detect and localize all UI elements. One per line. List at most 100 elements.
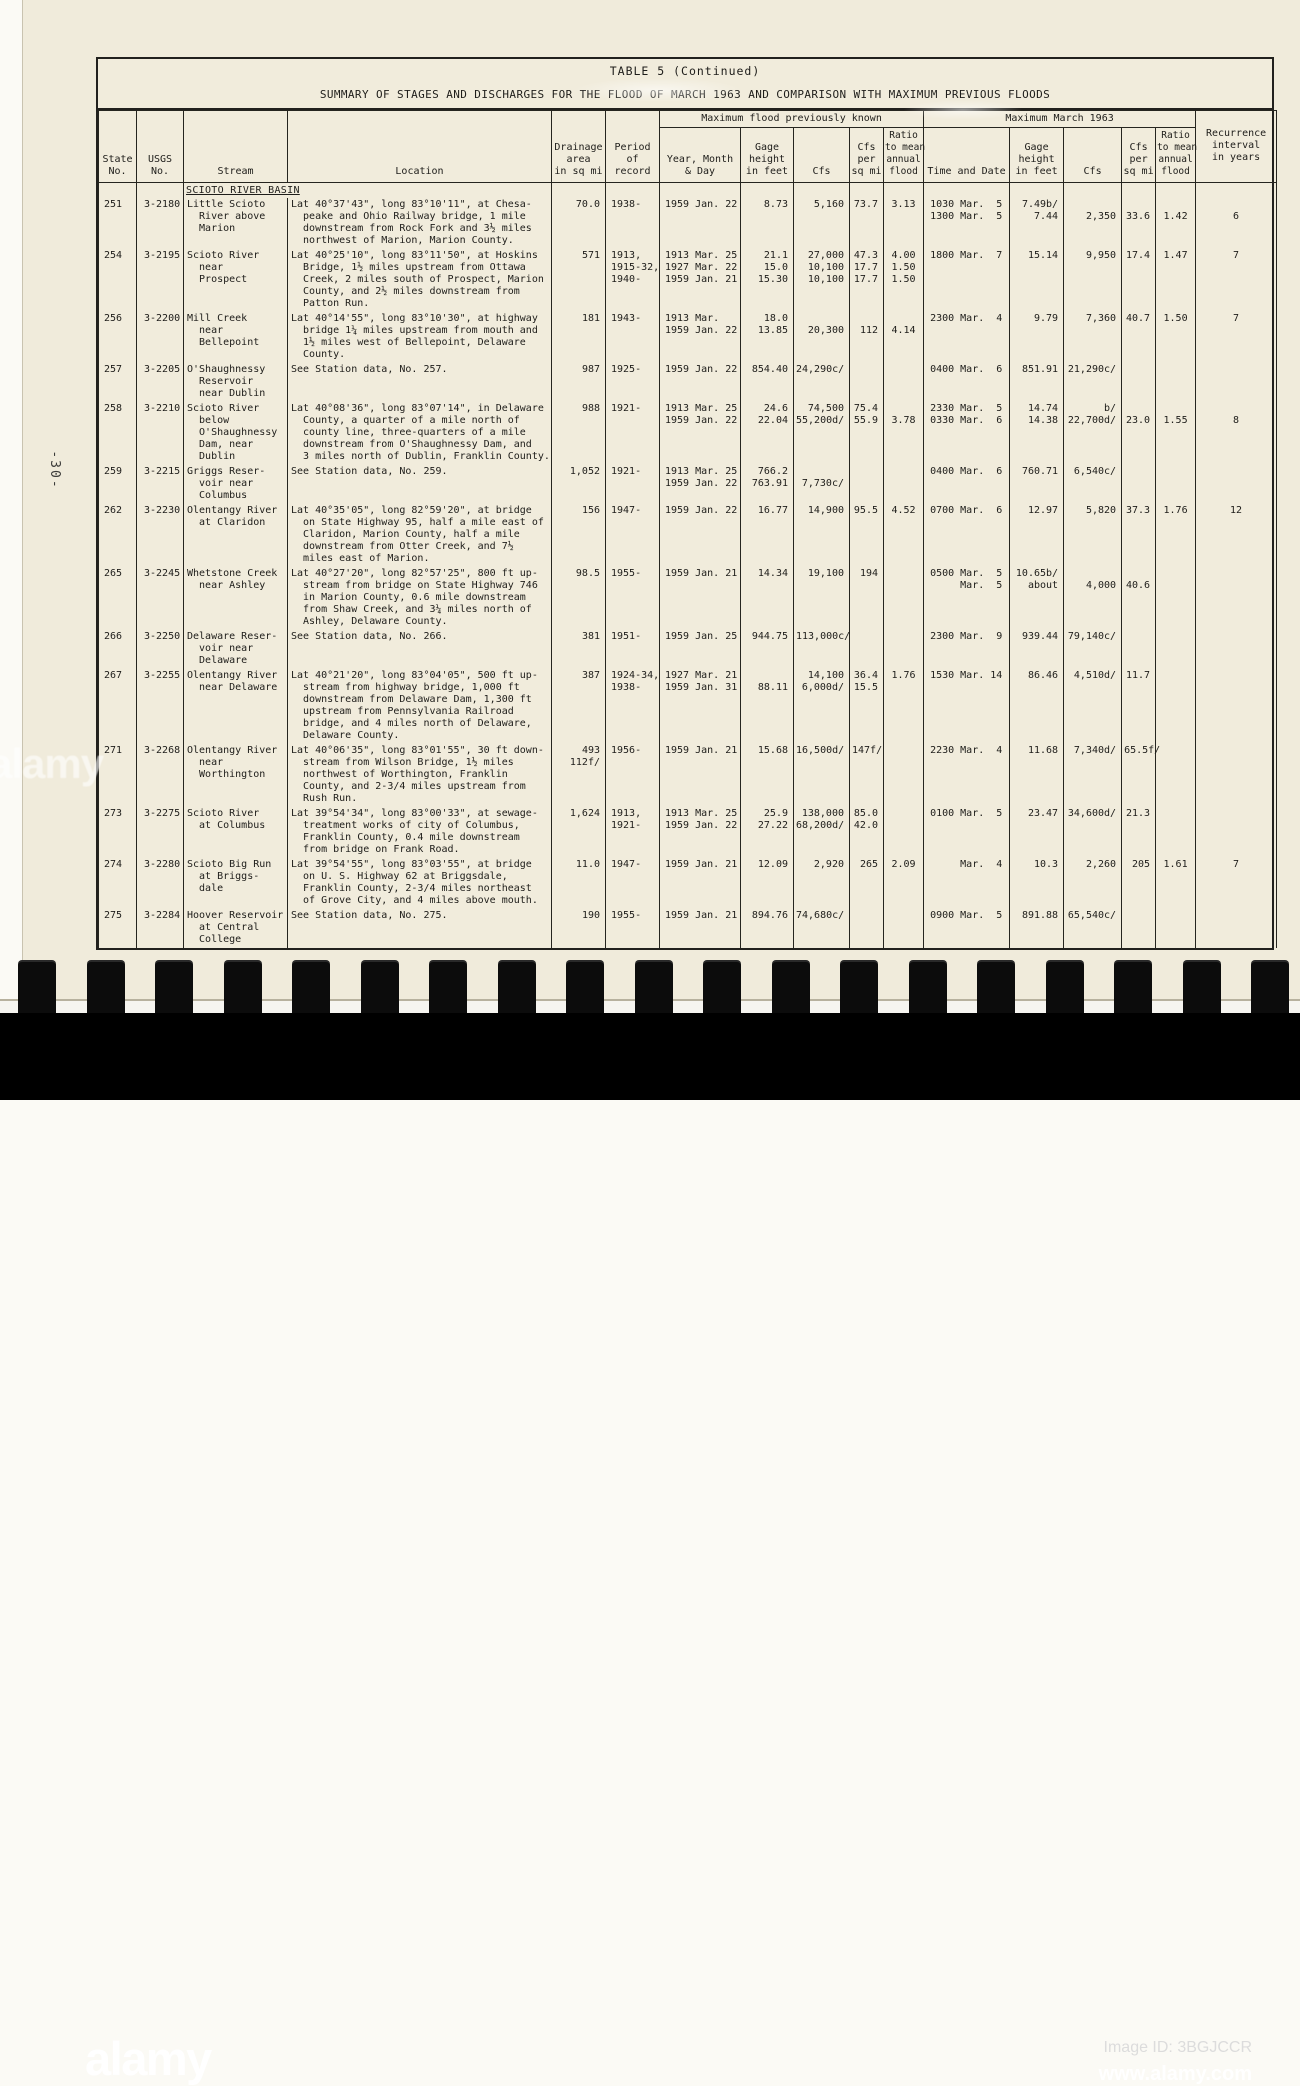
drainage-area-cell: 381 (551, 630, 606, 669)
col-header-prev-cfs: Cfs (793, 127, 850, 183)
basin-label: SCIOTO RIVER BASIN (186, 185, 300, 196)
table-frame: TABLE 5 (Continued) SUMMARY OF STAGES AN… (96, 57, 1278, 950)
table-title-block: TABLE 5 (Continued) SUMMARY OF STAGES AN… (98, 59, 1272, 110)
alamy-logo: alamy (85, 2032, 212, 2085)
location-cell: See Station data, No. 259. (287, 465, 552, 504)
table-title: TABLE 5 (Continued) (609, 64, 761, 78)
stream-cell: Scioto River near Prospect (183, 249, 288, 312)
prev-gage-height-cell: 24.6 22.04 (740, 402, 794, 465)
empty-cell (136, 182, 184, 198)
mar63-time-date-cell: 0100 Mar. 5 (923, 807, 1011, 858)
location-cell: Lat 40°08'36", long 83°07'14", in Delawa… (287, 402, 552, 465)
prev-cfs-cell: 24,290c/ (793, 363, 850, 402)
col-header-period: Period of record (605, 110, 660, 183)
group-header-previous-flood: Maximum flood previously known (658, 110, 925, 128)
binding-tooth (977, 960, 1015, 1014)
location-cell: Lat 40°21'20", long 83°04'05", 500 ft up… (287, 669, 552, 744)
stream-cell: Little Scioto River above Marion (183, 198, 288, 249)
mar63-gage-height-cell: 23.47 (1009, 807, 1065, 858)
mar63-cfs-per-sqmi-cell: 21.3 (1121, 807, 1157, 858)
prev-cfs-per-sqmi-cell: 73.7 (849, 198, 884, 249)
state-no-cell: 258 (98, 402, 137, 465)
prev-cfs-cell: 113,000c/ (793, 630, 850, 669)
prev-cfs-cell: 7,730c/ (793, 465, 850, 504)
mar63-time-date-cell: 0400 Mar. 6 (923, 465, 1011, 504)
col-header-prev-cfs-sqmi: Cfs per sq mi (849, 127, 884, 183)
prev-gage-height-cell: 18.0 13.85 (740, 312, 794, 363)
mar63-gage-height-cell: 15.14 (1009, 249, 1065, 312)
prev-cfs-cell: 5,160 (793, 198, 850, 249)
drainage-area-cell: 181 (551, 312, 606, 363)
mar63-gage-height-cell: 10.65b/ about (1009, 567, 1065, 630)
mar63-cfs-per-sqmi-cell: 33.6 (1121, 198, 1157, 249)
binding-tooth (155, 960, 193, 1014)
state-no-cell: 274 (98, 858, 137, 909)
alamy-url: www.alamy.com (1098, 2063, 1252, 2085)
table-row: 273 3-2275 Scioto River at Columbus Lat … (98, 807, 1278, 858)
col-header-state-no: State No. (98, 110, 137, 183)
prev-ratio-cell (882, 807, 925, 858)
mar63-ratio-cell: 1.47 (1155, 249, 1197, 312)
location-cell: Lat 40°37'43", long 83°10'11", at Chesa-… (287, 198, 552, 249)
state-no-cell: 267 (98, 669, 137, 744)
mar63-time-date-cell: 0500 Mar. 5 Mar. 5 (923, 567, 1011, 630)
usgs-no-cell: 3-2215 (136, 465, 184, 504)
recurrence-interval-cell (1195, 807, 1278, 858)
mar63-time-date-cell: 0700 Mar. 6 (923, 504, 1011, 567)
mar63-time-date-cell: Mar. 4 (923, 858, 1011, 909)
location-cell: Lat 39°54'34", long 83°00'33", at sewage… (287, 807, 552, 858)
mar63-gage-height-cell: 12.97 (1009, 504, 1065, 567)
mar63-gage-height-cell: 939.44 (1009, 630, 1065, 669)
mar63-cfs-per-sqmi-cell (1121, 630, 1157, 669)
usgs-no-cell: 3-2284 (136, 909, 184, 948)
table-row: 259 3-2215 Griggs Reser- voir near Colum… (98, 465, 1278, 504)
empty-cell (551, 182, 606, 198)
mar63-time-date-cell: 2330 Mar. 5 0330 Mar. 6 (923, 402, 1011, 465)
col-header-drainage: Drainage area in sq mi (551, 110, 606, 183)
state-no-cell: 256 (98, 312, 137, 363)
prev-cfs-per-sqmi-cell (849, 465, 884, 504)
period-of-record-cell: 1955- (605, 567, 660, 630)
mar63-cfs-per-sqmi-cell (1121, 909, 1157, 948)
drainage-area-cell: 70.0 (551, 198, 606, 249)
prev-gage-height-cell: 12.09 (740, 858, 794, 909)
location-cell: Lat 40°06'35", long 83°01'55", 30 ft dow… (287, 744, 552, 807)
period-of-record-cell: 1921- (605, 402, 660, 465)
usgs-no-cell: 3-2245 (136, 567, 184, 630)
table-row: 265 3-2245 Whetstone Creek near Ashley L… (98, 567, 1278, 630)
binding-tooth (360, 960, 399, 1014)
drainage-area-cell: 98.5 (551, 567, 606, 630)
location-cell: Lat 40°35'05", long 82°59'20", at bridge… (287, 504, 552, 567)
drainage-area-cell: 1,624 (551, 807, 606, 858)
mar63-ratio-cell: 1.55 (1155, 402, 1197, 465)
mar63-ratio-cell (1155, 669, 1197, 744)
watermark-bar: alamy Image ID: 3BGJCCR www.alamy.com (0, 1013, 1300, 2085)
empty-cell (923, 182, 1011, 198)
mar63-gage-height-cell: 7.49b/ 7.44 (1009, 198, 1065, 249)
period-of-record-cell: 1913, 1921- (605, 807, 660, 858)
binding-tooth (634, 960, 673, 1014)
state-no-cell: 265 (98, 567, 137, 630)
location-cell: See Station data, No. 266. (287, 630, 552, 669)
empty-cell (1009, 182, 1065, 198)
binding-tooth (292, 960, 330, 1014)
prev-gage-height-cell: 15.68 (740, 744, 794, 807)
prev-ratio-cell (882, 630, 925, 669)
prev-flood-date-cell: 1913 Mar. 25 1959 Jan. 22 (659, 465, 741, 504)
mar63-cfs-per-sqmi-cell: 65.5f/ (1121, 744, 1160, 807)
prev-flood-date-cell: 1959 Jan. 21 (659, 744, 741, 807)
period-of-record-cell: 1921- (605, 465, 660, 504)
prev-cfs-per-sqmi-cell: 112 (849, 312, 884, 363)
prev-ratio-cell: 4.14 (882, 312, 925, 363)
table-row: 257 3-2205 O'Shaughnessy Reservoir near … (98, 363, 1278, 402)
mar63-gage-height-cell: 851.91 (1009, 363, 1065, 402)
prev-cfs-per-sqmi-cell (849, 909, 884, 948)
mar63-ratio-cell: 1.61 (1155, 858, 1197, 909)
prev-flood-date-cell: 1959 Jan. 25 (659, 630, 741, 669)
drainage-area-cell: 1,052 (551, 465, 606, 504)
mar63-time-date-cell: 1530 Mar. 14 (923, 669, 1011, 744)
prev-flood-date-cell: 1913 Mar. 25 1927 Mar. 22 1959 Jan. 21 (659, 249, 741, 312)
drainage-area-cell: 11.0 (551, 858, 606, 909)
empty-cell (1195, 182, 1278, 198)
stream-cell: Scioto River below O'Shaughnessy Dam, ne… (183, 402, 288, 465)
